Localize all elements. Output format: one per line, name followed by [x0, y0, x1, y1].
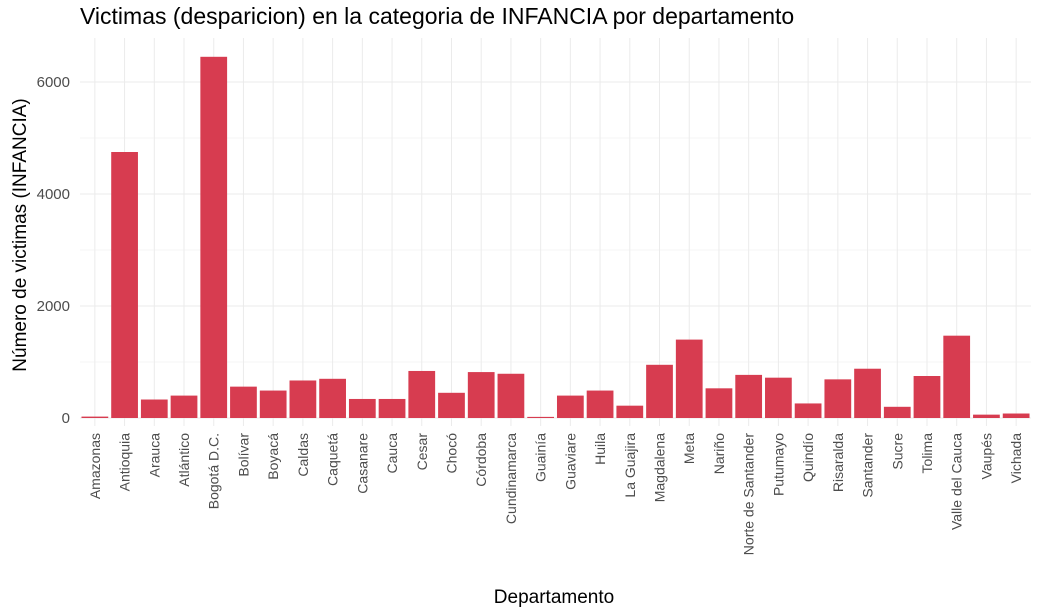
y-tick-label: 6000: [37, 74, 70, 91]
bar: [616, 405, 644, 418]
bar: [438, 392, 465, 418]
bar: [111, 152, 138, 418]
x-tick-label: Meta: [681, 433, 697, 464]
x-tick-label: Caquetá: [325, 433, 341, 486]
x-tick-label: Guainía: [533, 433, 549, 482]
bar: [319, 378, 346, 418]
bar: [497, 373, 525, 418]
bar: [883, 406, 911, 418]
bar: [230, 386, 257, 418]
x-tick-labels: Amazonas Antioquia Arauca Atlántico Bogotá D…: [87, 433, 1024, 556]
x-axis-title: Departamento: [494, 587, 614, 608]
y-tick-label: 2000: [37, 298, 70, 315]
bar: [408, 370, 436, 418]
x-tick-label: Boyacá: [265, 433, 281, 480]
bar: [765, 377, 792, 418]
x-tick-label: Amazonas: [87, 433, 103, 499]
x-tick-label: Cundinamarca: [503, 433, 519, 524]
x-tick-label: Putumayo: [770, 433, 786, 496]
y-tick-label: 0: [62, 410, 70, 427]
x-tick-label: Risaralda: [830, 433, 846, 492]
bar: [259, 390, 287, 418]
bar: [824, 379, 852, 418]
bar: [527, 416, 555, 418]
x-tick-label: Atlántico: [176, 433, 192, 487]
x-tick-label: Cauca: [384, 433, 400, 474]
x-tick-label: Santander: [860, 433, 876, 498]
bar: [913, 376, 941, 418]
bar: [378, 398, 406, 418]
x-tick-label: Sucre: [889, 433, 905, 470]
bar: [943, 335, 971, 418]
bars: [81, 56, 1030, 419]
bar: [586, 390, 614, 418]
bar: [200, 56, 228, 419]
x-tick-label: Nariño: [711, 433, 727, 474]
y-axis-title: Número de victimas (INFANCIA): [10, 98, 31, 371]
y-tick-labels: 0 2000 4000 6000: [37, 74, 70, 427]
bar: [289, 380, 317, 418]
x-tick-label: Arauca: [146, 433, 162, 478]
bar: [973, 414, 1000, 418]
x-tick-label: Bogotá D.C.: [206, 433, 222, 509]
bar: [675, 339, 703, 418]
x-tick-label: Tolima: [919, 433, 935, 474]
x-tick-label: Huila: [592, 433, 608, 465]
x-tick-label: Quindío: [800, 433, 816, 482]
x-tick-label: Bolívar: [235, 433, 251, 477]
x-tick-label: Magdalena: [652, 433, 668, 502]
x-tick-label: Caldas: [295, 433, 311, 477]
bar: [735, 374, 763, 418]
x-tick-label: Norte de Santander: [741, 433, 757, 556]
bar: [140, 399, 168, 418]
x-tick-label: Antioquia: [117, 433, 133, 492]
x-tick-label: Cesar: [414, 433, 430, 471]
x-tick-label: Vaupés: [978, 433, 994, 479]
bar: [348, 398, 376, 418]
x-tick-label: Valle del Cauca: [949, 433, 965, 530]
y-tick-label: 4000: [37, 186, 70, 203]
x-tick-label: Córdoba: [473, 433, 489, 487]
bar: [646, 364, 673, 418]
x-tick-label: Guaviare: [562, 433, 578, 490]
gridlines: [80, 38, 1031, 426]
bar: [705, 388, 733, 418]
x-tick-label: La Guajira: [622, 433, 638, 498]
chart-title: Victimas (desparicion) en la categoria d…: [80, 3, 795, 29]
x-tick-label: Vichada: [1008, 433, 1024, 484]
bar: [81, 416, 109, 418]
bar: [467, 372, 495, 418]
bar: [1002, 413, 1030, 418]
bar: [794, 403, 822, 418]
x-tick-label: Casanare: [354, 433, 370, 494]
bar: [854, 368, 881, 418]
x-tick-label: Chocó: [443, 433, 459, 474]
bar: [556, 395, 584, 418]
bar: [170, 395, 198, 418]
